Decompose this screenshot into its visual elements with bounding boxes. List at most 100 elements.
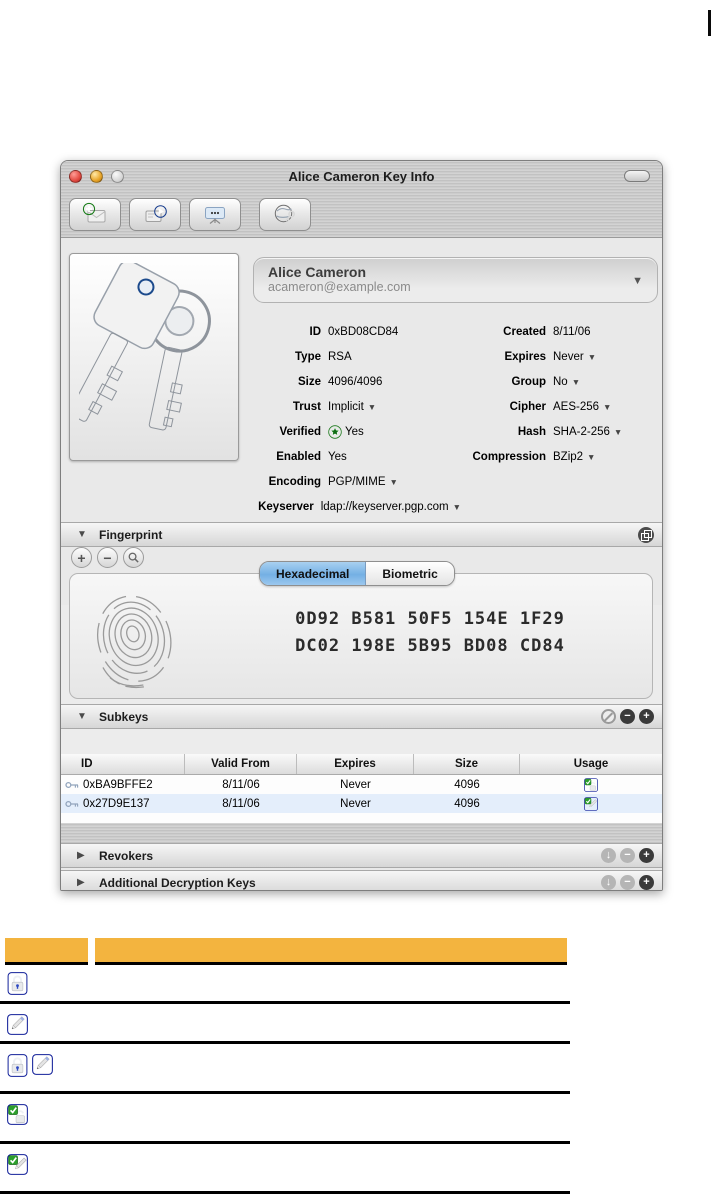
encrypt-check-icon	[7, 1104, 28, 1125]
sign-check-icon	[7, 1154, 28, 1175]
plus-circle-icon[interactable]: +	[639, 848, 654, 863]
detail-row-enabled: Enabled Yes	[276, 450, 347, 463]
key-photo	[69, 253, 239, 461]
tab-biometric[interactable]: Biometric	[366, 562, 454, 585]
dropdown-arrow-icon: ▼	[603, 401, 612, 412]
key-pair-image	[79, 263, 211, 431]
sign-pencil-icon	[7, 1014, 28, 1035]
minus-circle-icon[interactable]: −	[620, 875, 635, 890]
column-size[interactable]: Size	[414, 754, 520, 774]
subkey-row[interactable]: 0xBA9BFFE2 8/11/06 Never 4096	[61, 775, 662, 794]
adk-section-label: Additional Decryption Keys	[99, 875, 256, 890]
fingerprint-tabs: Hexadecimal Biometric	[259, 561, 455, 586]
fingerprint-section-label: Fingerprint	[99, 527, 163, 542]
detail-row-compression: Compression BZip2 ▼	[472, 450, 596, 463]
keyserver-button[interactable]	[259, 197, 311, 231]
subkeys-section-header[interactable]: ▼ Subkeys − +	[61, 704, 662, 729]
search-photo-button[interactable]	[123, 547, 144, 568]
revokers-section-label: Revokers	[99, 848, 154, 863]
legend-row-encrypt	[0, 965, 570, 1004]
tab-hexadecimal[interactable]: Hexadecimal	[260, 562, 367, 585]
plus-circle-icon[interactable]: +	[639, 875, 654, 890]
revoke-circle-icon[interactable]	[601, 709, 616, 724]
remove-photo-button[interactable]: −	[97, 547, 118, 568]
detail-row-created: Created 8/11/06	[503, 325, 591, 338]
dropdown-arrow-icon: ▼	[571, 376, 581, 387]
download-circle-icon[interactable]: ↓	[601, 875, 616, 890]
details-right-column: Created 8/11/06 Expires Never ▼ Group No ▼…	[411, 319, 659, 469]
keyserver-globe-icon	[272, 202, 298, 226]
copy-icon[interactable]	[638, 526, 654, 543]
key-owner-name: Alice Cameron	[268, 264, 367, 280]
sign-pencil-icon	[32, 1054, 53, 1075]
details-left-column: ID 0xBD08CD84 Type RSA Size 4096/4096 Tr…	[201, 319, 461, 519]
subkeys-table-header: ID Valid From Expires Size Usage	[61, 754, 662, 775]
key-info-window: Alice Cameron Key Info	[60, 160, 663, 891]
legend-row-sign-check	[0, 1147, 570, 1194]
column-expires[interactable]: Expires	[297, 754, 414, 774]
disclosure-triangle-icon[interactable]: ▶	[77, 877, 85, 888]
verify-card-icon	[142, 202, 168, 226]
disclosure-triangle-icon[interactable]: ▶	[77, 850, 85, 861]
legend-header-cell	[95, 938, 567, 965]
minimize-button[interactable]	[90, 169, 103, 183]
key-icon	[65, 780, 79, 790]
plus-circle-icon[interactable]: +	[639, 709, 654, 724]
detail-row-type: Type RSA	[295, 350, 352, 363]
key-owner-email: acameron@example.com	[268, 280, 411, 294]
dropdown-arrow-icon: ▼	[367, 401, 377, 412]
subkey-row[interactable]: 0x27D9E137 8/11/06 Never 4096	[61, 794, 662, 813]
legend-row-encrypt-check	[0, 1097, 570, 1144]
dropdown-arrow-icon: ▼	[452, 501, 461, 512]
disclosure-triangle-icon[interactable]: ▼	[77, 711, 87, 722]
dropdown-arrow-icon: ▼	[587, 351, 597, 362]
download-circle-icon[interactable]: ↓	[601, 848, 616, 863]
user-id-selector[interactable]: Alice Cameron acameron@example.com ▼	[253, 257, 658, 303]
toolbar-toggle-button[interactable]	[624, 170, 650, 182]
toolbar	[61, 191, 662, 238]
column-id[interactable]: ID	[61, 754, 185, 774]
dropdown-arrow-icon: ▼	[389, 476, 398, 487]
detail-row-expires: Expires Never ▼	[504, 350, 597, 363]
key-icon	[65, 799, 79, 809]
legend-header-cell	[5, 938, 88, 965]
detail-row-encoding: Encoding PGP/MIME ▼	[268, 475, 398, 488]
green-star-icon	[328, 425, 342, 439]
sign-check-icon	[584, 797, 598, 811]
column-valid-from[interactable]: Valid From	[185, 754, 297, 774]
dropdown-arrow-icon: ▼	[587, 451, 596, 462]
add-photo-button[interactable]: +	[71, 547, 92, 568]
search-icon	[127, 551, 140, 564]
minus-circle-icon[interactable]: −	[620, 848, 635, 863]
detail-row-keyserver: Keyserver ldap://keyserver.pgp.com ▼	[258, 500, 461, 513]
column-usage[interactable]: Usage	[573, 758, 609, 770]
screen-button[interactable]	[189, 197, 241, 231]
title-bar: Alice Cameron Key Info	[61, 161, 662, 191]
detail-row-id: ID 0xBD08CD84	[309, 325, 399, 338]
section-gap	[61, 823, 662, 843]
add-user-button[interactable]	[69, 197, 121, 231]
adk-section-header[interactable]: ▶ Additional Decryption Keys ↓ − +	[61, 870, 662, 890]
encrypt-lock-icon	[7, 972, 28, 995]
fingerprint-hex-line1: 0D92 B581 50F5 154E 1F29	[295, 609, 565, 629]
fingerprint-image	[97, 595, 172, 689]
verify-button[interactable]	[129, 197, 181, 231]
screen-icon	[202, 202, 228, 226]
detail-row-group: Group No ▼	[511, 375, 581, 388]
chevron-down-icon[interactable]: ▼	[632, 275, 643, 287]
fingerprint-box: 0D92 B581 50F5 154E 1F29 DC02 198E 5B95 …	[69, 573, 653, 699]
zoom-button[interactable]	[111, 169, 124, 183]
fingerprint-section-header[interactable]: ▼ Fingerprint	[61, 522, 662, 547]
content-area: + − Alice Cameron acameron@example.com ▼…	[61, 239, 662, 890]
detail-row-verified: Verified Yes	[279, 425, 364, 439]
close-button[interactable]	[69, 169, 82, 183]
minus-circle-icon[interactable]: −	[620, 709, 635, 724]
legend-row-sign	[0, 1007, 570, 1044]
add-user-email-icon	[82, 202, 108, 226]
revokers-section-header[interactable]: ▶ Revokers ↓ − +	[61, 843, 662, 868]
legend-row-encrypt-sign	[0, 1047, 570, 1094]
dropdown-arrow-icon: ▼	[613, 426, 623, 437]
page-border-mark	[708, 10, 711, 36]
disclosure-triangle-icon[interactable]: ▼	[77, 529, 87, 540]
fingerprint-hex-line2: DC02 198E 5B95 BD08 CD84	[295, 636, 565, 656]
